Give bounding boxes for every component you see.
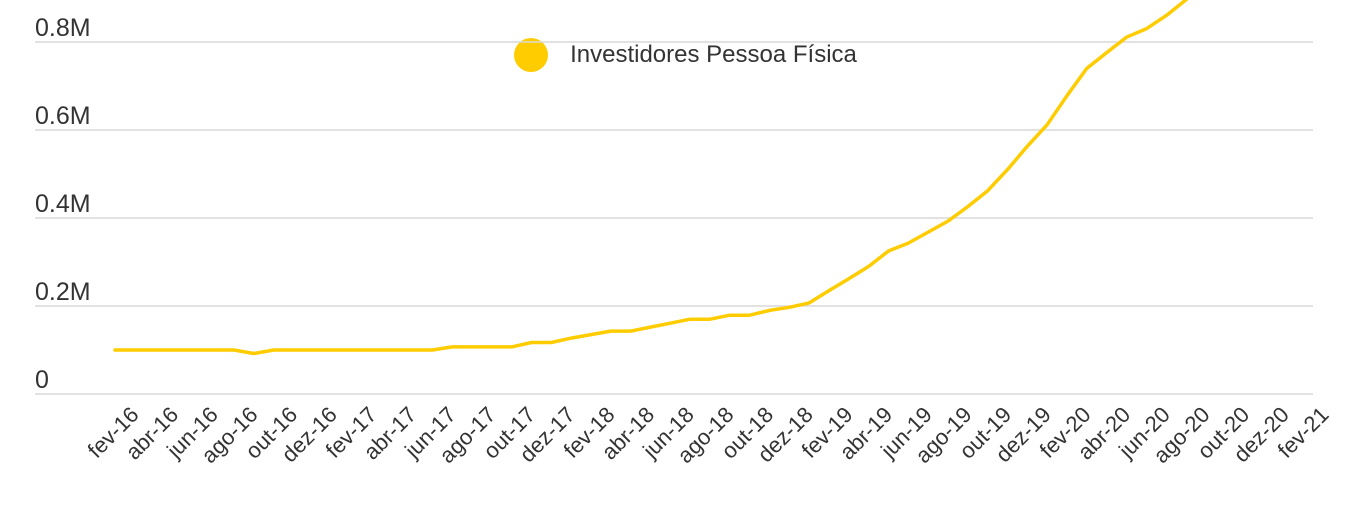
series-line [113, 0, 1189, 356]
y-tick-label: 0.4M [35, 190, 91, 218]
legend-marker [514, 38, 549, 72]
y-tick-label: 0.8M [35, 14, 91, 42]
y-tick-label: 0 [35, 366, 49, 394]
y-tick-label: 0.2M [35, 278, 91, 306]
legend-label: Investidores Pessoa Física [570, 41, 857, 68]
legend: Investidores Pessoa Física [0, 38, 1371, 72]
y-tick-label: 0.6M [35, 102, 91, 130]
